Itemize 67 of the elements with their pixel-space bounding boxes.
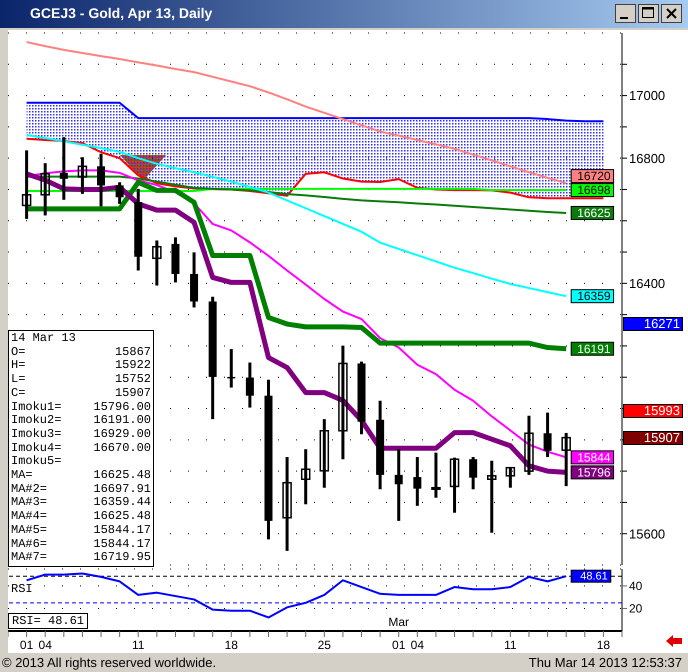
text: Imoku3= 16929.00	[11, 426, 151, 441]
data-label: 15796	[577, 465, 611, 480]
text: MA#3= 16359.44	[11, 495, 151, 510]
annotation: RSI= 48.61	[8, 613, 88, 629]
annotation: Imoku5=	[11, 454, 62, 470]
x-tick-label: 04	[38, 638, 52, 652]
candlestick	[544, 412, 552, 458]
text: © 2013 All rights reserved worldwide.	[2, 655, 216, 670]
candlestick	[338, 346, 348, 460]
text: 15907	[644, 430, 680, 445]
text: 15993	[623, 402, 683, 418]
annotation: 15907	[114, 386, 151, 401]
data-label: 15844	[577, 450, 611, 464]
y-tick-label: 20	[629, 602, 643, 616]
text: MA#6= 15844.17	[11, 536, 151, 551]
x-tick-label: Mar 01	[388, 615, 410, 652]
y-tick-label: 16400	[629, 276, 666, 291]
candlestick	[394, 449, 403, 521]
candlestick	[152, 240, 162, 286]
x-tick-label: 11	[132, 638, 145, 652]
candlestick	[469, 457, 478, 490]
candlestick	[320, 419, 330, 488]
line-series	[26, 41, 568, 184]
y-tick-label: 17000	[629, 88, 666, 104]
annotation: 14 Mar 13	[11, 331, 77, 346]
candlestick	[450, 458, 460, 513]
y-tick-label: 15600	[629, 526, 666, 542]
text: L= 15752	[11, 372, 151, 386]
candlestick	[413, 457, 422, 506]
text: MA#4= 16625.48	[11, 509, 151, 524]
text: 16271	[623, 316, 683, 331]
line-series	[26, 102, 604, 122]
chart-title: GCEJ3 - Gold, Apr 13, Daily	[30, 5, 212, 21]
data-label: 16359	[577, 289, 611, 304]
line-series	[26, 134, 568, 298]
text: H= 15922	[11, 358, 151, 372]
x-tick-label: 18	[224, 638, 238, 652]
candlestick	[40, 163, 50, 216]
text: MA= 16625.48	[11, 468, 151, 482]
text: C=	[11, 386, 26, 400]
x-tick-label: 11	[504, 638, 517, 652]
x-tick-label: 01	[20, 638, 34, 652]
candlestick	[282, 457, 292, 551]
y-tick-label: 16800	[629, 150, 666, 166]
text: Thu Mar 14 2013 12:53:37	[528, 655, 682, 670]
text: MA#7= 16719.95	[11, 550, 151, 564]
text: Imoku2= 16191.00	[11, 413, 151, 428]
text: O= 15867	[11, 344, 151, 359]
data-label: 16698	[577, 183, 611, 198]
candlestick	[116, 182, 124, 204]
data-label: 16720	[577, 169, 611, 184]
candlestick	[246, 362, 254, 408]
data-label: 16191	[577, 342, 611, 356]
data-label: 48.61	[580, 570, 608, 583]
x-tick-label: 18	[596, 638, 610, 652]
text: MA#2= 16697.91	[11, 482, 151, 496]
text: MA#5= 15844.17	[11, 522, 151, 537]
candlestick	[431, 452, 441, 498]
y-tick-label: 40	[629, 579, 643, 594]
text: Imoku4= 16670.00	[11, 440, 151, 455]
x-tick-label: 04	[410, 638, 424, 652]
candlestick	[227, 349, 236, 388]
annotation: RSI	[11, 582, 33, 596]
data-label: 16625	[577, 206, 611, 220]
x-tick-label: 25	[318, 638, 332, 652]
candlestick	[300, 449, 310, 504]
text: Imoku1= 15796.00	[11, 400, 151, 414]
